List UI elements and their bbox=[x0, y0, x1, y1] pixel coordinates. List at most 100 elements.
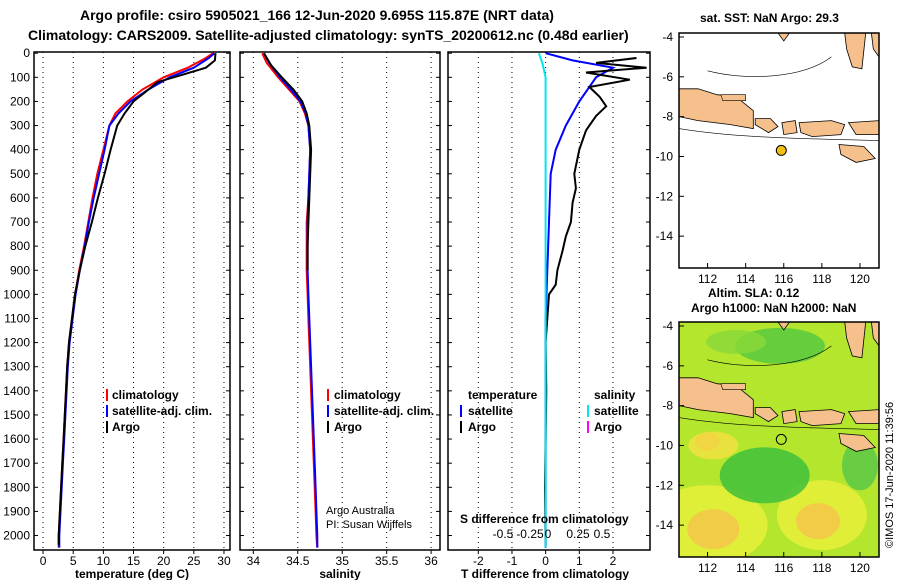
sla-anomaly-patch bbox=[719, 447, 810, 504]
sumbawa-island bbox=[798, 120, 846, 138]
legend-label-satellite: satellite-adj. clim. bbox=[334, 404, 434, 418]
map-frame bbox=[678, 321, 880, 558]
sumba-island bbox=[838, 144, 876, 163]
madura-island bbox=[720, 383, 747, 391]
sla-map-title-2: Argo h1000: NaN h2000: NaN bbox=[691, 301, 856, 315]
bathymetry-contour bbox=[707, 56, 832, 77]
legend-label-temp-satellite: satellite bbox=[468, 404, 513, 418]
depth-tick-label: 700 bbox=[10, 215, 30, 229]
legend-header-salinity: salinity bbox=[594, 388, 636, 402]
map-x-tick-label: 114 bbox=[736, 272, 755, 286]
header-line-1: Argo profile: csiro 5905021_166 12-Jun-2… bbox=[80, 7, 554, 23]
map-y-tick-label: -14 bbox=[656, 518, 674, 532]
map-x-tick-label: 116 bbox=[774, 561, 793, 575]
flores-island bbox=[847, 120, 879, 136]
flores-island bbox=[847, 409, 879, 425]
sst-map: 112 114 116 118 120 -4 -6 -8 -10 -12 -14 bbox=[656, 30, 880, 286]
bali-island bbox=[754, 118, 779, 134]
depth-tick-label: 1300 bbox=[3, 360, 30, 374]
x-tick-label: 20 bbox=[157, 554, 171, 568]
header-line-2: Climatology: CARS2009. Satellite-adjuste… bbox=[28, 27, 629, 43]
map-y-tick-label: -12 bbox=[656, 478, 674, 492]
x-tick-label: 0 bbox=[542, 554, 549, 568]
x-tick-label: -1 bbox=[507, 554, 518, 568]
difference-panel: -2 -1 0 1 2T difference from climatology bbox=[447, 51, 651, 581]
legend-label-argo: Argo bbox=[112, 420, 140, 434]
series-argo bbox=[57, 53, 217, 546]
bathymetry-contour bbox=[679, 417, 879, 430]
map-y-tick-label: -12 bbox=[656, 189, 674, 203]
borneo-south bbox=[777, 33, 790, 42]
series-argo bbox=[263, 52, 313, 271]
map-x-tick-label: 112 bbox=[698, 272, 717, 286]
depth-tick-label: 2000 bbox=[3, 529, 30, 543]
salinity-annotation-line-2: PI: Susan Wijffels bbox=[326, 519, 412, 531]
legend-label-argo: Argo bbox=[334, 420, 362, 434]
sla-anomaly-patch bbox=[687, 509, 740, 550]
sla-anomaly-patch bbox=[841, 440, 878, 491]
depth-tick-label: 500 bbox=[10, 167, 30, 181]
legend-label-temp-argo: Argo bbox=[468, 420, 496, 434]
sulawesi-east bbox=[870, 33, 879, 58]
madura-island bbox=[720, 94, 747, 101]
map-x-tick-label: 116 bbox=[774, 272, 793, 286]
x-tick-label: 36 bbox=[424, 554, 438, 568]
salinity-panel: 34 34.5 35 35.5 36 salinity bbox=[239, 51, 441, 581]
x-tick-label: 0 bbox=[40, 554, 47, 568]
map-content bbox=[679, 322, 879, 557]
map-content bbox=[679, 33, 879, 268]
temperature-legend: climatology satellite-adj. clim. Argo bbox=[106, 388, 212, 434]
map-y-tick-label: -8 bbox=[662, 110, 673, 124]
x-tick-label: 10 bbox=[97, 554, 111, 568]
depth-tick-label: 1400 bbox=[3, 384, 30, 398]
x-tick-label: 34.5 bbox=[286, 554, 310, 568]
legend-label-climatology: climatology bbox=[112, 388, 179, 402]
argo-float-marker bbox=[775, 144, 787, 156]
lombok-island bbox=[781, 409, 798, 425]
depth-tick-label: 1200 bbox=[3, 336, 30, 350]
map-y-tick-label: -10 bbox=[656, 438, 674, 452]
map-y-tick-label: -4 bbox=[662, 319, 673, 333]
sulawesi-island bbox=[844, 33, 867, 70]
map-y-tick-label: -8 bbox=[662, 399, 673, 413]
x-tick-label: -2 bbox=[473, 554, 484, 568]
s-difference-axis-label: S difference from climatology bbox=[460, 512, 629, 526]
depth-tick-label: 800 bbox=[10, 239, 30, 253]
depth-axis: 0 100 200 300 400 500 600 700 800 900 1000 1100 1200… bbox=[3, 46, 30, 542]
depth-tick-label: 1000 bbox=[3, 287, 30, 301]
depth-tick-label: 0 bbox=[23, 46, 30, 60]
s-diff-tick-label: 0 bbox=[545, 527, 552, 541]
map-y-tick-label: -14 bbox=[656, 229, 674, 243]
plot-frame bbox=[33, 51, 231, 551]
depth-tick-label: 300 bbox=[10, 119, 30, 133]
map-frame bbox=[678, 32, 880, 269]
map-y-tick-label: -6 bbox=[662, 359, 673, 373]
depth-tick-label: 1500 bbox=[3, 408, 30, 422]
x-axis-label: salinity bbox=[319, 567, 361, 580]
lombok-island bbox=[781, 120, 798, 136]
sla-map-title-1: Altim. SLA: 0.12 bbox=[708, 286, 800, 300]
legend-header-temperature: temperature bbox=[468, 388, 538, 402]
argo-float-marker bbox=[775, 433, 787, 445]
series-salinity-satellite bbox=[537, 52, 547, 548]
sla-map: 112 114 116 118 120 -4 -6 -8 -10 -12 -14 bbox=[656, 319, 880, 575]
s-diff-tick-label: 0.25 bbox=[566, 527, 590, 541]
map-y-tick-label: -10 bbox=[656, 149, 674, 163]
sumba-island bbox=[838, 433, 876, 452]
sulawesi-east bbox=[870, 322, 879, 347]
legend-label-sal-satellite: satellite bbox=[594, 404, 639, 418]
map-x-tick-label: 112 bbox=[698, 561, 717, 575]
map-x-tick-label: 120 bbox=[850, 561, 870, 575]
depth-tick-label: 1700 bbox=[3, 456, 30, 470]
salinity-legend: climatology satellite-adj. clim. Argo bbox=[327, 388, 434, 434]
plot-frame bbox=[239, 51, 441, 551]
depth-tick-label: 600 bbox=[10, 191, 30, 205]
x-tick-label: 25 bbox=[187, 554, 201, 568]
x-tick-label: 35 bbox=[336, 554, 350, 568]
sst-map-title: sat. SST: NaN Argo: 29.3 bbox=[700, 11, 839, 25]
legend-label-climatology: climatology bbox=[334, 388, 401, 402]
bali-island bbox=[754, 407, 779, 423]
salinity-annotation-line-1: Argo Australia bbox=[326, 505, 395, 517]
bathymetry-contour bbox=[707, 345, 832, 366]
